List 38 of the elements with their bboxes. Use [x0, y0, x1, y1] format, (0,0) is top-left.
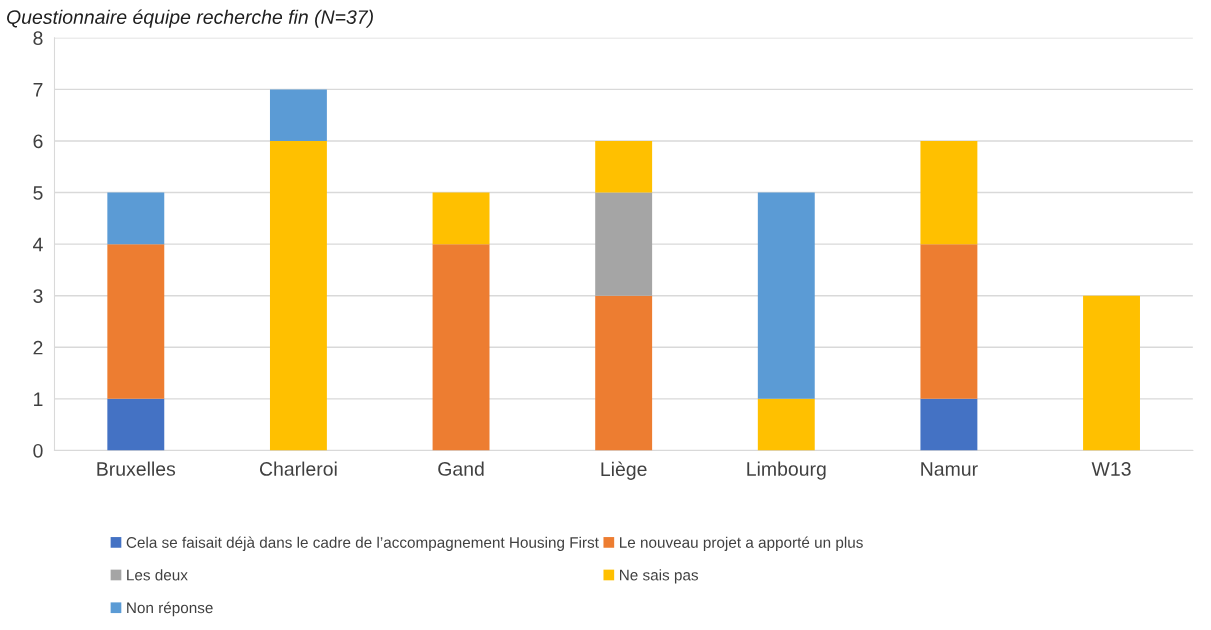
bar	[920, 244, 978, 399]
bar	[595, 192, 653, 296]
y-tick-label: 8	[33, 31, 43, 46]
x-tick-label: Charleroi	[259, 461, 337, 476]
y-tick-label: 2	[33, 340, 43, 355]
bar	[269, 89, 327, 141]
y-tick-label: 4	[33, 237, 43, 252]
bar	[757, 192, 815, 399]
bar	[269, 140, 327, 451]
y-tick-label: 5	[33, 186, 43, 200]
y-tick-label: 7	[33, 83, 43, 97]
y-tick-label: 1	[34, 392, 43, 406]
bar	[595, 140, 653, 193]
x-tick-label: Limbourg	[747, 461, 826, 480]
bar	[1083, 295, 1140, 451]
x-tick-label: Bruxelles	[97, 461, 176, 476]
bar	[107, 398, 165, 451]
bar	[432, 244, 490, 451]
bar	[920, 140, 978, 245]
bar	[920, 398, 978, 451]
legend-label: Non réponse	[127, 601, 213, 617]
legend-label: Le nouveau projet a apporté un plus	[620, 536, 863, 551]
bar	[757, 398, 815, 451]
legend-label: Cela se faisait déjà dans le cadre de l’accompagnement Housing First	[126, 536, 599, 551]
legend-label: Les deux	[127, 569, 188, 581]
bar	[107, 192, 165, 245]
x-tick-label: W13	[1091, 462, 1131, 476]
x-tick-label: Gand	[438, 461, 484, 476]
y-tick-label: 6	[33, 134, 43, 149]
bar	[107, 244, 165, 399]
chart-title: Questionnaire équipe recherche fin (N=37)	[7, 9, 373, 28]
y-tick-label: 0	[33, 443, 43, 458]
legend-label: Ne sais pas	[620, 569, 699, 584]
x-tick-label: Liège	[601, 461, 647, 480]
bar	[432, 192, 490, 245]
y-tick-label: 3	[33, 289, 43, 303]
bar	[595, 295, 653, 451]
x-tick-label: Namur	[921, 462, 978, 476]
